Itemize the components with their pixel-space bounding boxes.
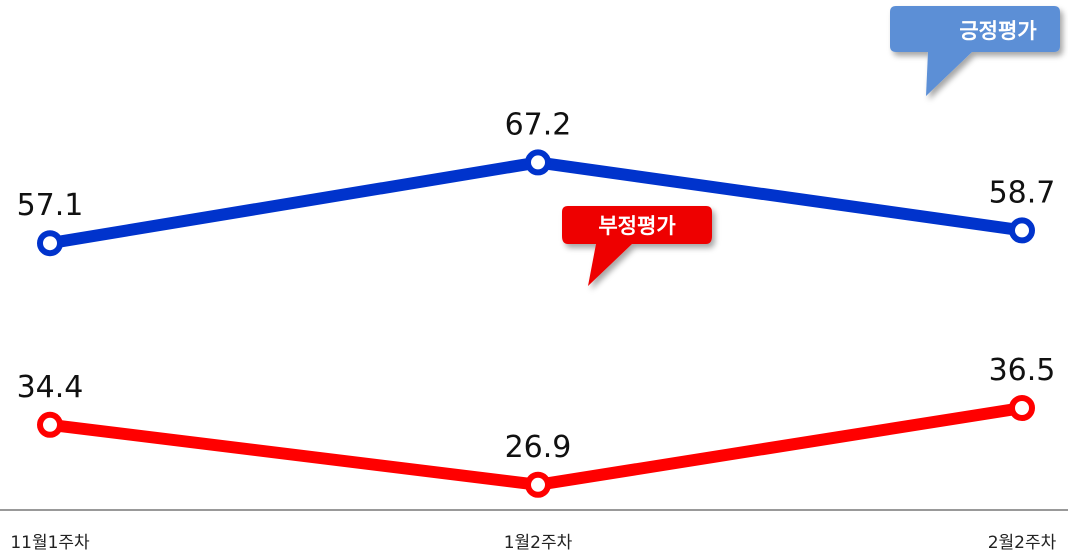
x-tick-label: 1월2주차 (504, 533, 573, 553)
data-point-marker (525, 149, 551, 176)
positive-callout-label: 긍정평가 (959, 19, 1037, 43)
data-point-marker (37, 411, 63, 438)
data-point-marker (1009, 395, 1035, 421)
data-value-label: 58.7 (989, 175, 1056, 210)
data-value-label: 67.2 (505, 107, 572, 142)
negative-callout-shape (562, 206, 712, 286)
data-point-marker (525, 471, 551, 498)
x-tick-label: 11월1주차 (10, 533, 90, 553)
data-point-marker (1009, 217, 1035, 244)
negative-callout-label: 부정평가 (598, 214, 676, 238)
data-point-marker (37, 230, 63, 257)
data-value-label: 34.4 (17, 370, 84, 405)
data-value-label: 26.9 (505, 430, 572, 465)
x-tick-label: 2월2주차 (988, 533, 1057, 553)
positive-series-callout (890, 6, 1060, 96)
positive-callout-shape (890, 6, 1060, 96)
negative-series-callout (562, 206, 712, 286)
data-value-label: 57.1 (17, 188, 84, 223)
data-value-label: 36.5 (989, 353, 1056, 388)
